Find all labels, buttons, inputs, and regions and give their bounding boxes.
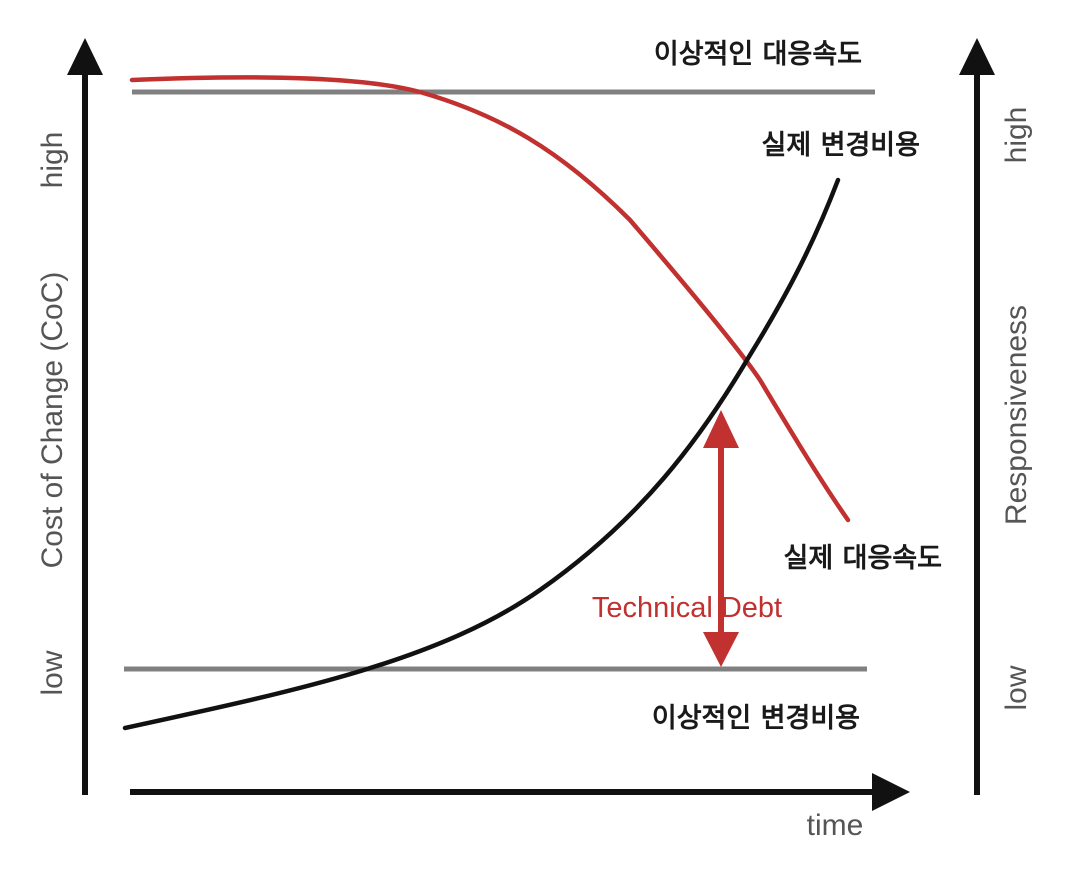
right-axis-high-label: high <box>1000 107 1033 164</box>
left-axis-arrowhead <box>67 38 103 75</box>
left-axis-title: Cost of Change (CoC) <box>36 272 69 569</box>
right-axis-low-label: low <box>1000 665 1033 710</box>
time-axis-arrowhead <box>872 773 910 811</box>
ideal-responsiveness-label: 이상적인 대응속도 <box>654 39 862 70</box>
left-axis-high-label: high <box>36 132 69 189</box>
actual-responsiveness-label: 실제 대응속도 <box>784 543 942 574</box>
actual-responsiveness-curve <box>129 75 851 523</box>
technical-debt-arrowhead-up <box>703 410 739 448</box>
right-axis-title: Responsiveness <box>1000 305 1033 525</box>
left-axis-low-label: low <box>36 650 69 695</box>
actual-cost-curve <box>122 177 841 731</box>
ideal-cost-label: 이상적인 변경비용 <box>652 703 860 734</box>
technical-debt-arrowhead-down <box>703 632 739 667</box>
actual-cost-label: 실제 변경비용 <box>762 130 920 161</box>
time-axis-label: time <box>807 809 864 842</box>
right-axis-arrowhead <box>959 38 995 75</box>
technical-debt-label: Technical Debt <box>592 592 782 624</box>
